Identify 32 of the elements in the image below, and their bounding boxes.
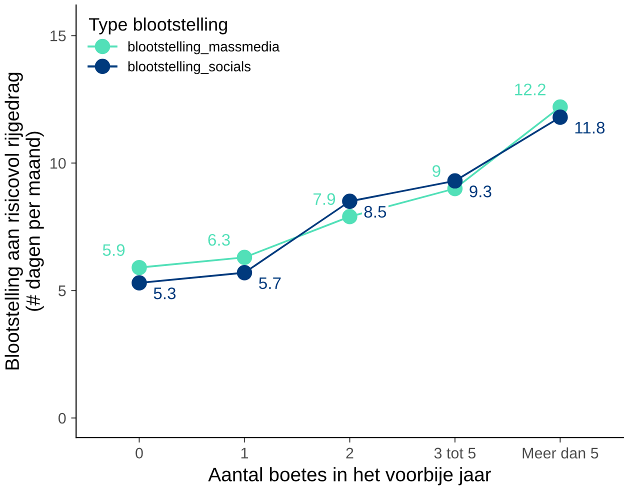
y-tick-label: 15: [50, 30, 66, 42]
x-tick-label: 2: [346, 448, 354, 458]
y-tick-label: 10: [50, 158, 66, 169]
point: [342, 208, 358, 224]
x-tick-label: 3 tot 5: [434, 448, 476, 459]
point: [447, 173, 463, 189]
x-tick-label: 0: [136, 448, 143, 459]
point: [342, 194, 358, 209]
data-label: 9: [432, 165, 440, 177]
data-label: 5.3: [154, 287, 176, 300]
y-tick-label: 5: [58, 286, 66, 296]
data-label: 12.2: [515, 84, 546, 96]
x-tick-label: 1: [241, 448, 248, 458]
data-label: 8.5: [364, 206, 386, 218]
point: [236, 250, 252, 266]
point: [236, 265, 252, 280]
data-label: 6.3: [208, 234, 230, 246]
legend-title: Type blootstelling: [89, 18, 227, 34]
legend-label: blootstelling_socials: [128, 61, 251, 74]
data-label: 5.9: [102, 244, 125, 256]
data-label: 9.3: [470, 186, 492, 198]
data-label: 7.9: [314, 193, 336, 205]
y-axis-title: Blootstelling aan risicovol rijgedrag (# dagen per maand): [4, 72, 44, 370]
point: [132, 260, 147, 276]
x-tick-label: Meer dan 5: [522, 447, 598, 459]
y-tick-label: 0: [58, 412, 66, 424]
point: [552, 110, 568, 125]
point: [132, 275, 147, 291]
x-axis-title: Aantal boetes in het voorbije jaar: [208, 467, 492, 486]
data-label: 5.7: [259, 277, 281, 290]
data-label: 11.8: [575, 122, 605, 134]
legend-label: blootstelling_massmedia: [128, 41, 280, 54]
